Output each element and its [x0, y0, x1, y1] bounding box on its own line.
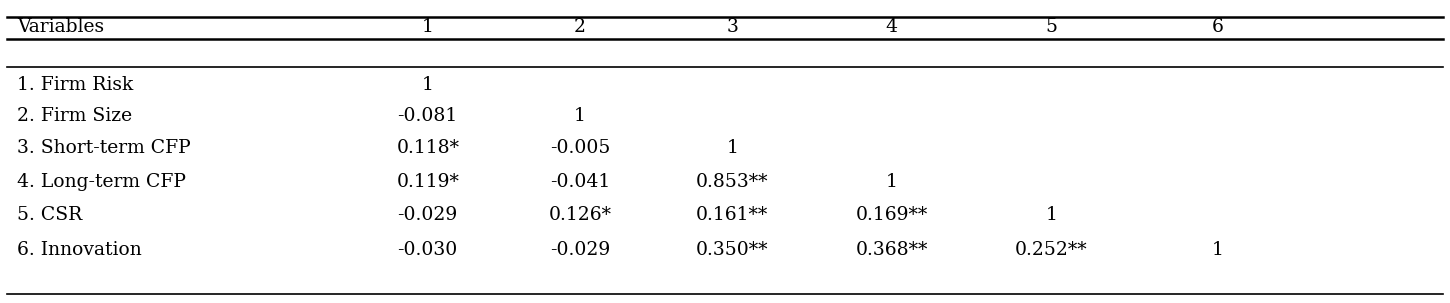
Text: 1: 1: [886, 173, 898, 191]
Text: -0.030: -0.030: [397, 241, 458, 259]
Text: -0.005: -0.005: [550, 139, 610, 158]
Text: 0.118*: 0.118*: [396, 139, 460, 158]
Text: 2. Firm Size: 2. Firm Size: [17, 107, 132, 125]
Text: 5. CSR: 5. CSR: [17, 206, 83, 224]
Text: 3: 3: [726, 18, 738, 36]
Text: -0.029: -0.029: [550, 241, 610, 259]
Text: -0.029: -0.029: [397, 206, 458, 224]
Text: 0.350**: 0.350**: [696, 241, 769, 259]
Text: 0.119*: 0.119*: [396, 173, 460, 191]
Text: 1: 1: [1212, 241, 1224, 259]
Text: 1: 1: [422, 76, 434, 94]
Text: 0.169**: 0.169**: [856, 206, 928, 224]
Text: 1. Firm Risk: 1. Firm Risk: [17, 76, 133, 94]
Text: 0.853**: 0.853**: [696, 173, 769, 191]
Text: 0.368**: 0.368**: [856, 241, 928, 259]
Text: 1: 1: [726, 139, 738, 158]
Text: Variables: Variables: [17, 18, 104, 36]
Text: 2: 2: [574, 18, 586, 36]
Text: 1: 1: [574, 107, 586, 125]
Text: 4: 4: [886, 18, 898, 36]
Text: -0.041: -0.041: [550, 173, 610, 191]
Text: 0.126*: 0.126*: [548, 206, 612, 224]
Text: 5: 5: [1045, 18, 1057, 36]
Text: 4. Long-term CFP: 4. Long-term CFP: [17, 173, 186, 191]
Text: -0.081: -0.081: [397, 107, 458, 125]
Text: 6: 6: [1212, 18, 1224, 36]
Text: 6. Innovation: 6. Innovation: [17, 241, 142, 259]
Text: 1: 1: [422, 18, 434, 36]
Text: 1: 1: [1045, 206, 1057, 224]
Text: 0.161**: 0.161**: [696, 206, 769, 224]
Text: 0.252**: 0.252**: [1015, 241, 1088, 259]
Text: 3. Short-term CFP: 3. Short-term CFP: [17, 139, 191, 158]
